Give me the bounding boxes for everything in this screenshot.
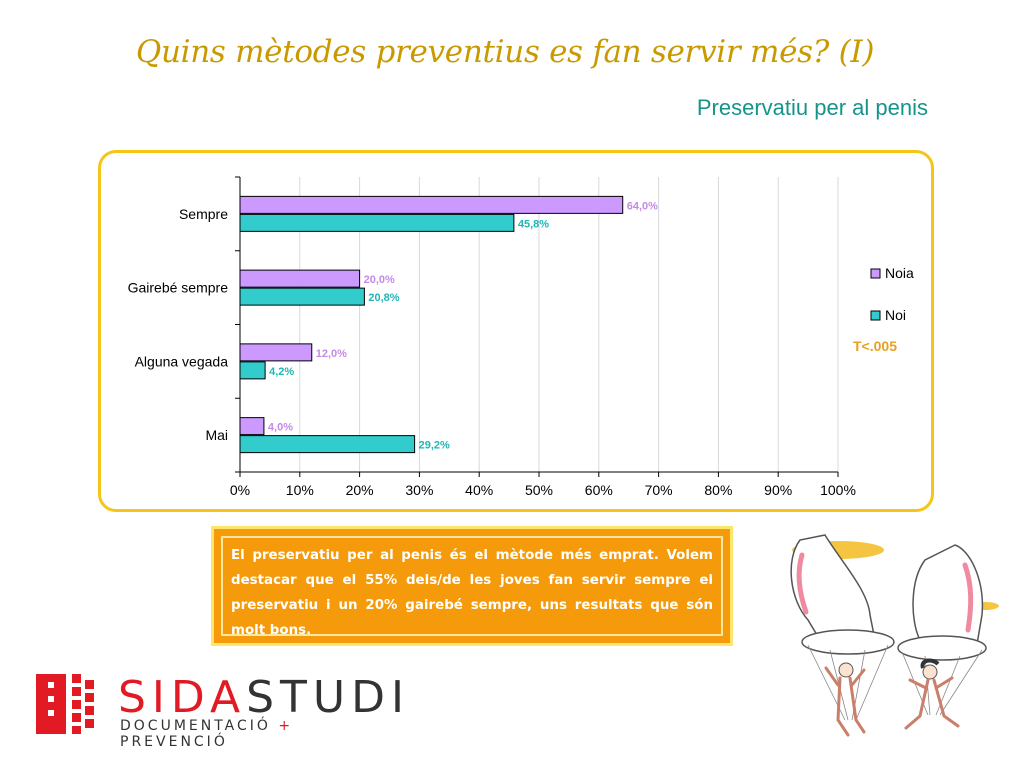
slide-subtitle: Preservatiu per al penis: [696, 95, 928, 120]
data-label: 4,2%: [269, 366, 294, 378]
category-label: Sempre: [179, 206, 228, 222]
data-label: 20,0%: [364, 274, 395, 286]
callout-text: El preservatiu per al penis és el mètode…: [221, 536, 723, 638]
annotation: T<.005: [853, 338, 897, 354]
logo-wordmark: SIDASTUDI: [118, 672, 410, 723]
chart-frame: 0% 10% 20% 30% 40% 50% 60% 70% 80% 90% 100% Sempre 6…: [98, 150, 934, 512]
data-label: 4,0%: [268, 422, 293, 434]
x-tick-label: 40%: [465, 482, 493, 498]
x-tick-label: 30%: [405, 482, 433, 498]
logo-tagline-a: DOCUMENTACIÓ: [120, 718, 271, 734]
legend-swatch-noia: [870, 268, 881, 279]
data-label: 45,8%: [518, 218, 549, 230]
category-label: Gairebé sempre: [128, 280, 229, 296]
x-tick-label: 0%: [230, 482, 250, 498]
sidastudi-logo: SIDASTUDI DOCUMENTACIÓ + PREVENCIÓ: [36, 672, 404, 750]
condom-parachute-illustration-icon: [790, 534, 999, 737]
bar-noi: [239, 213, 515, 232]
bar-noi: [239, 435, 416, 454]
data-label: 29,2%: [419, 440, 450, 452]
category-label: Mai: [205, 427, 228, 443]
legend-label-noia: Noia: [885, 265, 914, 281]
logo-tagline-plus: +: [278, 718, 294, 734]
logo-tagline: DOCUMENTACIÓ + PREVENCIÓ: [120, 718, 396, 750]
x-tick-label: 100%: [820, 482, 856, 498]
bar-noi: [239, 287, 365, 306]
logo-word-red: SIDA: [118, 672, 247, 723]
x-tick-label: 60%: [585, 482, 613, 498]
x-tick-label: 80%: [704, 482, 732, 498]
bar-noia: [239, 417, 265, 436]
logo-mark-icon: [36, 674, 94, 734]
bar-noia: [239, 195, 624, 214]
x-tick-label: 50%: [525, 482, 553, 498]
legend-swatch-noi: [870, 310, 881, 321]
data-label: 12,0%: [316, 348, 347, 360]
data-label: 64,0%: [627, 200, 658, 212]
callout-box: El preservatiu per al penis és el mètode…: [211, 526, 733, 646]
bar-noi: [239, 361, 266, 380]
bar-noia: [239, 343, 313, 362]
x-tick-label: 90%: [764, 482, 792, 498]
bar-noia: [239, 269, 361, 288]
logo-word-dark: STUDI: [246, 672, 410, 723]
x-tick-label: 70%: [645, 482, 673, 498]
bar-chart: 0% 10% 20% 30% 40% 50% 60% 70% 80% 90% 100% Sempre 6…: [128, 176, 914, 498]
slide-title: Quins mètodes preventius es fan servir m…: [135, 34, 875, 70]
x-tick-label: 10%: [286, 482, 314, 498]
data-label: 20,8%: [368, 292, 399, 304]
category-label: Alguna vegada: [135, 353, 229, 369]
legend-label-noi: Noi: [885, 307, 906, 323]
logo-tagline-b: PREVENCIÓ: [120, 734, 228, 750]
x-tick-label: 20%: [346, 482, 374, 498]
